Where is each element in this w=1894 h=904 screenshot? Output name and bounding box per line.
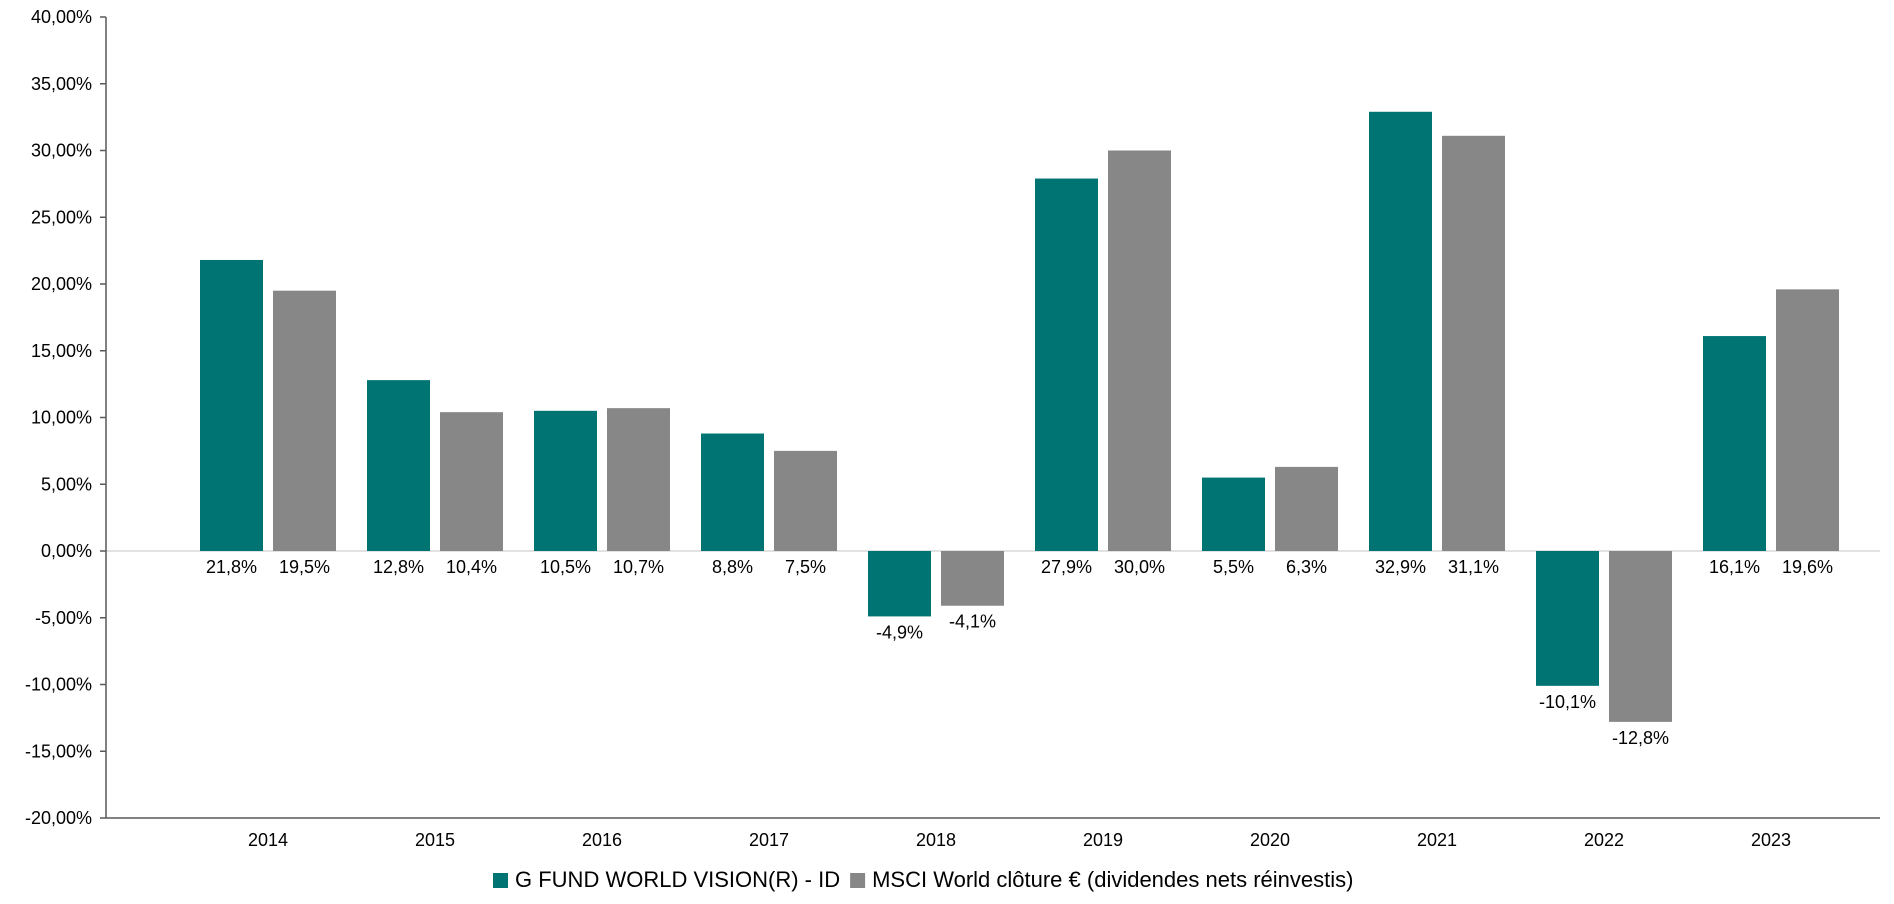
data-label-2018-series-1: -4,9% [876, 622, 923, 642]
bar-2015-series-1 [367, 380, 430, 551]
legend-swatch-1 [493, 873, 508, 888]
bar-2014-series-2 [273, 290, 336, 551]
data-label-2021-series-2: 31,1% [1448, 557, 1499, 577]
data-label-2015-series-1: 12,8% [373, 557, 424, 577]
data-label-2020-series-1: 5,5% [1213, 557, 1254, 577]
data-label-2021-series-1: 32,9% [1375, 557, 1426, 577]
bar-2014-series-1 [200, 259, 263, 551]
x-tick-label-2023: 2023 [1751, 830, 1791, 850]
data-label-2015-series-2: 10,4% [446, 557, 497, 577]
data-label-2014-series-1: 21,8% [206, 557, 257, 577]
x-tick-label-2014: 2014 [248, 830, 288, 850]
y-tick-label: 0,00% [41, 541, 92, 561]
x-tick-label-2019: 2019 [1083, 830, 1123, 850]
y-tick-label: 35,00% [31, 74, 92, 94]
x-tick-label-2022: 2022 [1584, 830, 1624, 850]
x-tick-label-2016: 2016 [582, 830, 622, 850]
data-label-2023-series-1: 16,1% [1709, 557, 1760, 577]
y-tick-label: -20,00% [25, 808, 92, 828]
y-tick-label: -5,00% [35, 608, 92, 628]
x-tick-label-2018: 2018 [916, 830, 956, 850]
data-label-2022-series-2: -12,8% [1612, 728, 1669, 748]
y-tick-label: 10,00% [31, 408, 92, 428]
data-label-2017-series-2: 7,5% [785, 557, 826, 577]
data-label-2016-series-1: 10,5% [540, 557, 591, 577]
bars [200, 111, 1839, 722]
bar-2023-series-2 [1776, 289, 1839, 551]
data-label-2019-series-2: 30,0% [1114, 557, 1165, 577]
legend-swatch-2 [850, 873, 866, 888]
y-tick-label: 40,00% [31, 7, 92, 27]
x-tick-label-2015: 2015 [415, 830, 455, 850]
data-label-2016-series-2: 10,7% [613, 557, 664, 577]
bar-2018-series-2 [941, 551, 1004, 606]
axes: 40,00% 35,00% 30,00% 25,00% 20,00% 15,00% 10,0… [25, 7, 1880, 850]
bar-2023-series-1 [1703, 336, 1766, 551]
x-tick-label-2021: 2021 [1417, 830, 1457, 850]
x-tick-label-2020: 2020 [1250, 830, 1290, 850]
data-label-2014-series-2: 19,5% [279, 557, 330, 577]
data-label-2018-series-2: -4,1% [949, 612, 996, 632]
bar-2021-series-1 [1369, 111, 1432, 551]
bar-2020-series-1 [1202, 477, 1265, 551]
legend-label-1: G FUND WORLD VISION(R) - ID [515, 867, 840, 892]
bar-2022-series-2 [1609, 551, 1672, 722]
data-label-2017-series-1: 8,8% [712, 557, 753, 577]
bar-2019-series-1 [1035, 178, 1098, 551]
bar-2019-series-2 [1108, 150, 1171, 551]
y-tick-label: 15,00% [31, 341, 92, 361]
data-label-2023-series-2: 19,6% [1782, 557, 1833, 577]
legend-label-2: MSCI World clôture € (dividendes nets ré… [872, 867, 1353, 892]
y-tick-label: 5,00% [41, 474, 92, 494]
bar-2021-series-2 [1442, 135, 1505, 551]
bar-2022-series-1 [1536, 551, 1599, 686]
bar-2016-series-2 [607, 408, 670, 551]
legend: G FUND WORLD VISION(R) - ID MSCI World cl… [493, 867, 1353, 892]
bar-2018-series-1 [868, 551, 931, 617]
bar-2017-series-1 [701, 433, 764, 551]
y-tick-label: 20,00% [31, 274, 92, 294]
bar-2020-series-2 [1275, 466, 1338, 551]
data-labels: 21,8% 19,5% 12,8% 10,4% 10,5% 10,7% 8,8% 7,5% -4… [206, 557, 1833, 748]
bar-2015-series-2 [440, 412, 503, 551]
data-label-2020-series-2: 6,3% [1286, 557, 1327, 577]
data-label-2019-series-1: 27,9% [1041, 557, 1092, 577]
bar-2016-series-1 [534, 410, 597, 551]
y-tick-label: 30,00% [31, 141, 92, 161]
bar-2017-series-2 [774, 450, 837, 551]
y-tick-label: 25,00% [31, 207, 92, 227]
y-tick-label: -15,00% [25, 741, 92, 761]
y-tick-label: -10,00% [25, 675, 92, 695]
data-label-2022-series-1: -10,1% [1539, 692, 1596, 712]
x-tick-label-2017: 2017 [749, 830, 789, 850]
